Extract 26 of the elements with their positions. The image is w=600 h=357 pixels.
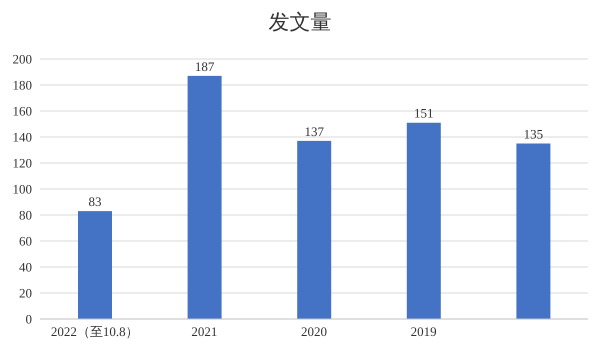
y-tick-label: 40 — [19, 260, 32, 275]
x-tick-label: 2021 — [191, 324, 218, 340]
y-tick-label: 0 — [26, 312, 32, 327]
data-label: 137 — [304, 124, 324, 139]
y-tick-label: 100 — [12, 182, 32, 197]
data-label: 151 — [414, 106, 434, 121]
x-tick-label: 2022（至10.8） — [50, 324, 139, 340]
data-label: 135 — [524, 126, 544, 142]
y-tick-label: 180 — [12, 78, 32, 93]
y-tick-label: 160 — [12, 104, 32, 119]
data-label: 83 — [88, 194, 102, 210]
x-tick-label: 2020 — [301, 324, 327, 340]
data-label: 187 — [194, 58, 215, 74]
y-tick-label: 20 — [19, 286, 32, 301]
y-tick-label: 140 — [12, 130, 32, 145]
bar — [297, 140, 332, 319]
bar — [516, 144, 550, 319]
y-tick-label: 60 — [19, 234, 32, 249]
chart-title: 发文量 — [268, 9, 332, 36]
bar — [188, 76, 222, 319]
x-tick-label: 2019 — [410, 324, 437, 340]
bar — [406, 122, 441, 319]
y-tick-label: 80 — [19, 208, 32, 223]
bar — [78, 211, 112, 319]
y-tick-label: 120 — [12, 156, 32, 171]
y-tick-label: 200 — [12, 52, 32, 67]
